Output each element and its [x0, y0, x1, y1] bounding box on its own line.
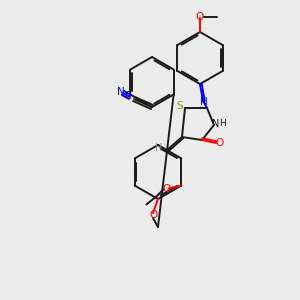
Text: N: N — [212, 119, 220, 129]
Text: O: O — [196, 12, 204, 22]
Text: H: H — [219, 119, 225, 128]
Text: O: O — [149, 210, 157, 220]
Text: C: C — [124, 91, 131, 101]
Text: H: H — [155, 143, 163, 153]
Text: O: O — [216, 138, 224, 148]
Text: N: N — [117, 87, 125, 97]
Text: S: S — [177, 101, 183, 111]
Text: N: N — [200, 97, 208, 107]
Text: O: O — [162, 184, 170, 194]
